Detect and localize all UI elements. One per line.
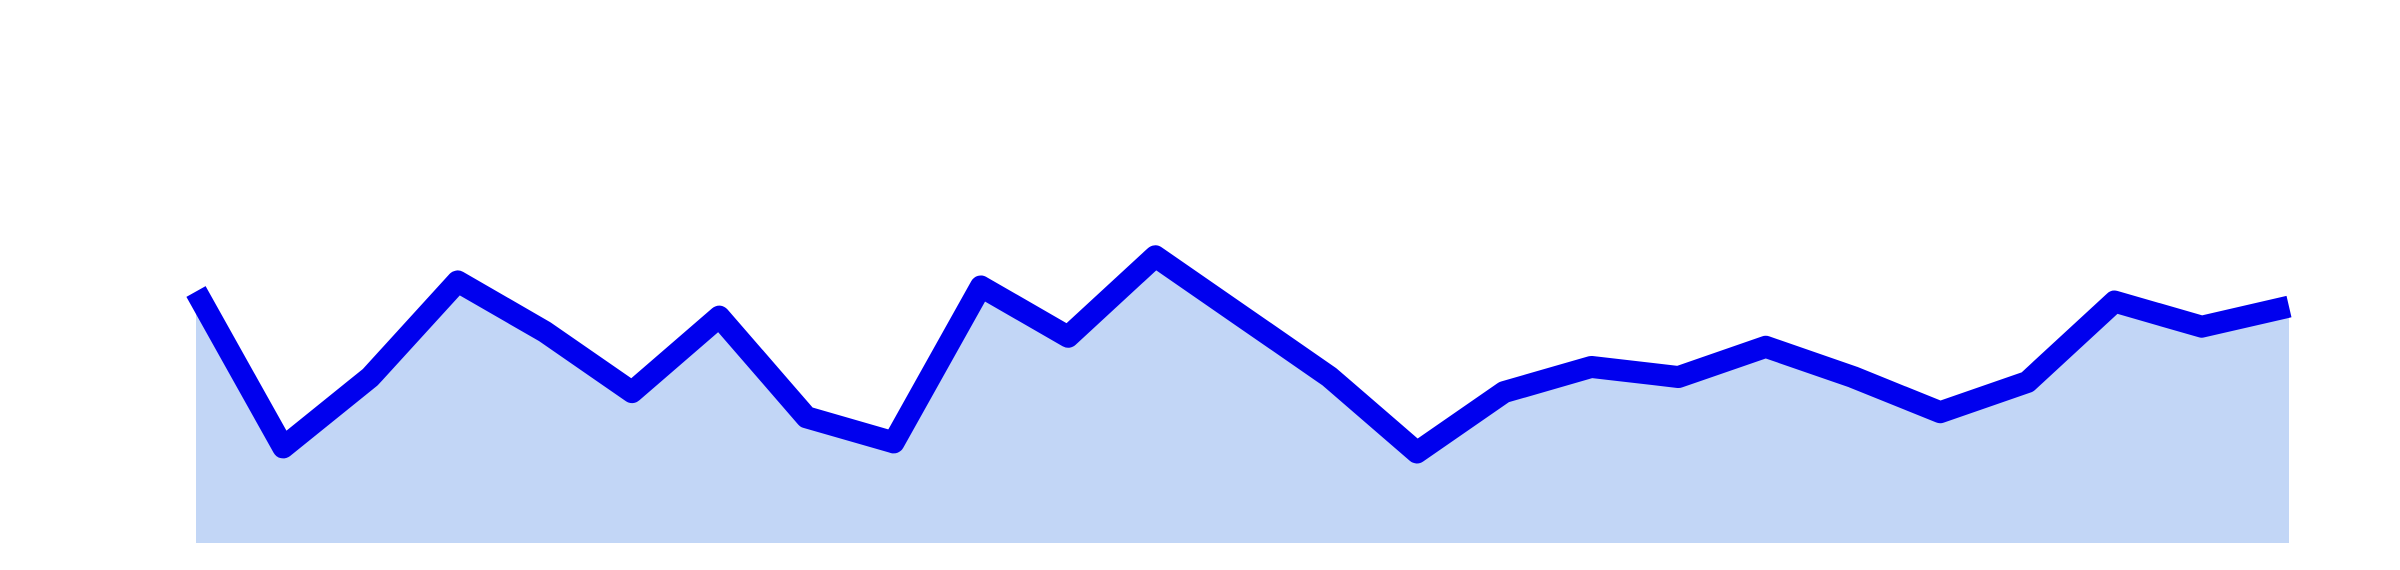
line-layer [186,245,2292,464]
series-line [186,245,2292,464]
